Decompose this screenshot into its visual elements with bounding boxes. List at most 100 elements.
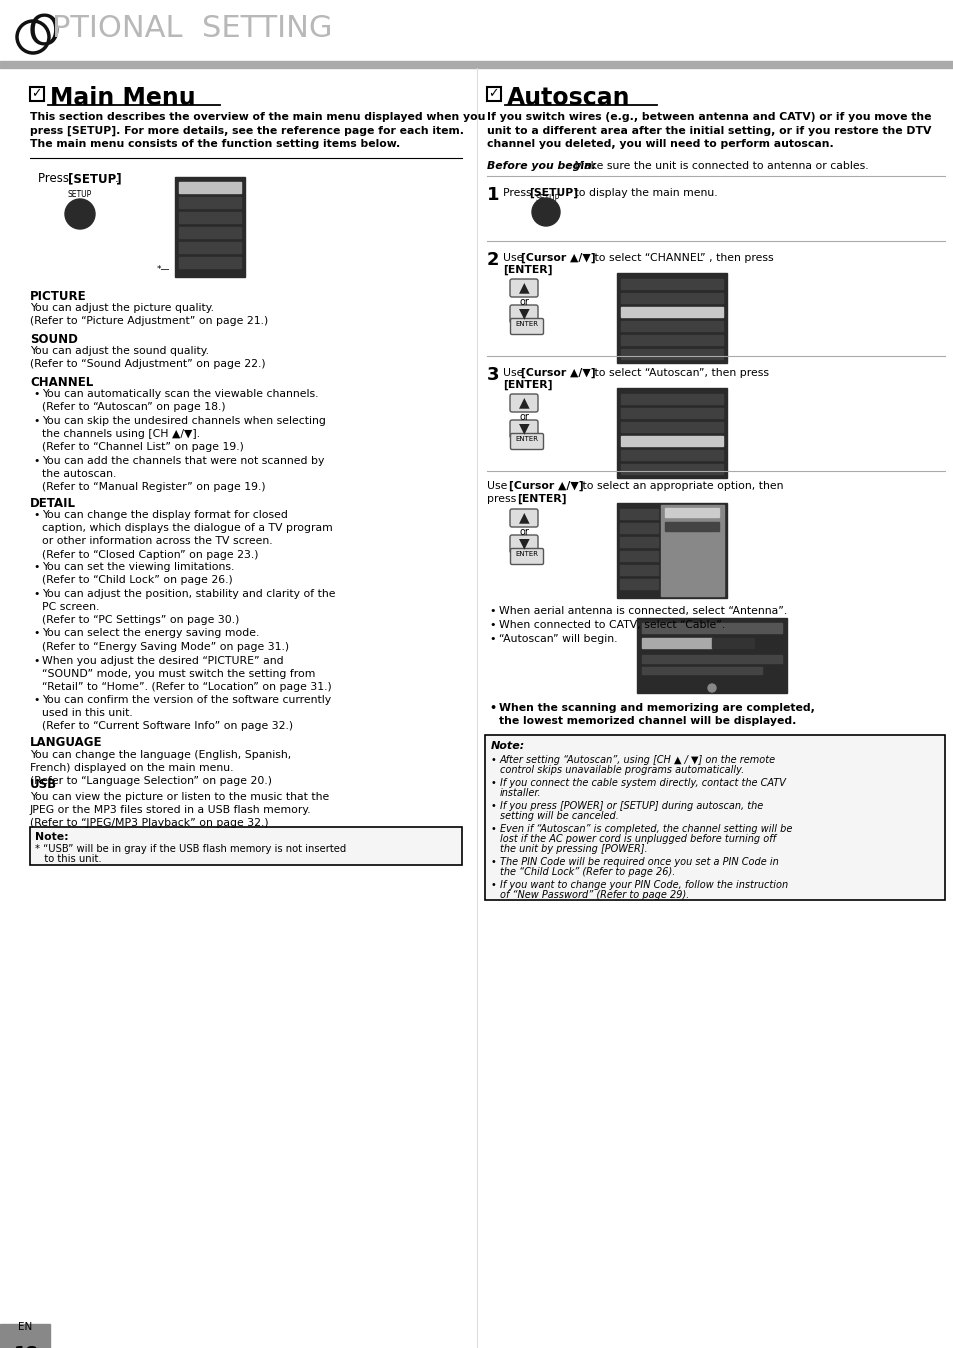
Text: If you want to change your PIN Code, follow the instruction: If you want to change your PIN Code, fol… xyxy=(499,880,787,890)
Text: When connected to CATV, select “Cable”.: When connected to CATV, select “Cable”. xyxy=(498,620,724,630)
Bar xyxy=(620,464,722,474)
Text: •: • xyxy=(491,778,497,789)
Text: ENTER: ENTER xyxy=(515,321,537,328)
Text: When you adjust the desired “PICTURE” and
“SOUND” mode, you must switch the sett: When you adjust the desired “PICTURE” an… xyxy=(42,655,332,692)
Text: 3: 3 xyxy=(486,367,499,384)
Bar xyxy=(617,503,726,599)
Bar xyxy=(619,551,658,561)
Text: of “New Password” (Refer to page 29).: of “New Password” (Refer to page 29). xyxy=(499,890,689,900)
Text: You can confirm the version of the software currently
used in this unit.
(Refer : You can confirm the version of the softw… xyxy=(42,696,331,732)
Circle shape xyxy=(707,683,716,692)
Bar xyxy=(660,506,723,596)
Text: [ENTER]: [ENTER] xyxy=(517,493,566,504)
FancyBboxPatch shape xyxy=(510,535,537,553)
Bar xyxy=(637,617,786,693)
Bar xyxy=(0,61,953,67)
Text: PICTURE: PICTURE xyxy=(30,290,87,303)
Text: ▼: ▼ xyxy=(518,537,529,550)
Text: •: • xyxy=(33,628,39,639)
Text: •: • xyxy=(33,589,39,599)
Text: [Cursor ▲/▼]: [Cursor ▲/▼] xyxy=(509,481,583,491)
Text: DETAIL: DETAIL xyxy=(30,497,76,510)
Text: to select “Autoscan”, then press: to select “Autoscan”, then press xyxy=(590,368,768,377)
Text: “Autoscan” will begin.: “Autoscan” will begin. xyxy=(498,634,617,644)
Bar xyxy=(179,212,241,222)
Text: Press: Press xyxy=(502,187,535,198)
Bar xyxy=(619,523,658,532)
Bar xyxy=(617,274,726,363)
Bar xyxy=(619,565,658,576)
Bar xyxy=(484,735,944,900)
Text: ▲: ▲ xyxy=(518,280,529,294)
Text: the lowest memorized channel will be displayed.: the lowest memorized channel will be dis… xyxy=(498,716,796,727)
Text: SETUP: SETUP xyxy=(536,194,559,204)
Text: ▲: ▲ xyxy=(518,510,529,524)
Text: If you switch wires (e.g., between antenna and CATV) or if you move the
unit to : If you switch wires (e.g., between anten… xyxy=(486,112,930,150)
Text: 1: 1 xyxy=(486,186,499,204)
Bar xyxy=(620,279,722,288)
Text: •: • xyxy=(491,755,497,766)
Text: [Cursor ▲/▼]: [Cursor ▲/▼] xyxy=(520,368,595,379)
Text: When aerial antenna is connected, select “Antenna”.: When aerial antenna is connected, select… xyxy=(498,607,786,616)
Bar xyxy=(620,408,722,418)
Text: •: • xyxy=(33,696,39,705)
Text: 2: 2 xyxy=(486,251,499,270)
Text: installer.: installer. xyxy=(499,789,541,798)
Text: to select “CHANNEL” , then press: to select “CHANNEL” , then press xyxy=(590,253,773,263)
Bar xyxy=(711,638,753,648)
Text: or: or xyxy=(518,412,528,422)
Text: When the scanning and memorizing are completed,: When the scanning and memorizing are com… xyxy=(498,704,814,713)
FancyBboxPatch shape xyxy=(510,510,537,527)
Text: ▼: ▼ xyxy=(518,421,529,435)
Text: .: . xyxy=(543,266,547,275)
Text: PTIONAL  SETTING: PTIONAL SETTING xyxy=(52,13,333,43)
Bar xyxy=(664,508,719,518)
Bar xyxy=(619,537,658,547)
Text: ✓: ✓ xyxy=(488,88,498,100)
Bar xyxy=(179,182,241,193)
Text: •: • xyxy=(33,390,39,399)
Bar xyxy=(179,197,241,208)
Bar xyxy=(620,394,722,404)
Text: Make sure the unit is connected to antenna or cables.: Make sure the unit is connected to anten… xyxy=(571,160,868,171)
Bar xyxy=(620,336,722,345)
Text: or: or xyxy=(518,527,528,537)
Text: Use: Use xyxy=(486,481,511,491)
FancyBboxPatch shape xyxy=(510,434,543,449)
FancyBboxPatch shape xyxy=(510,421,537,438)
Text: You can view the picture or listen to the music that the
JPEG or the MP3 files s: You can view the picture or listen to th… xyxy=(30,791,329,828)
Text: *—: *— xyxy=(157,264,171,274)
Text: •: • xyxy=(33,510,39,520)
Text: [SETUP]: [SETUP] xyxy=(529,187,578,198)
Text: the unit by pressing [POWER].: the unit by pressing [POWER]. xyxy=(499,844,647,855)
Circle shape xyxy=(532,198,559,226)
FancyBboxPatch shape xyxy=(510,549,543,565)
Text: * “USB” will be in gray if the USB flash memory is not inserted: * “USB” will be in gray if the USB flash… xyxy=(35,844,346,853)
Text: .: . xyxy=(543,380,547,390)
Circle shape xyxy=(65,200,95,229)
Text: You can select the energy saving mode.
(Refer to “Energy Saving Mode” on page 31: You can select the energy saving mode. (… xyxy=(42,628,289,651)
Text: [ENTER]: [ENTER] xyxy=(502,380,552,391)
Text: You can set the viewing limitations.
(Refer to “Child Lock” on page 26.): You can set the viewing limitations. (Re… xyxy=(42,562,234,585)
Bar xyxy=(641,667,761,674)
Text: •: • xyxy=(489,704,496,713)
Text: ✓: ✓ xyxy=(30,88,42,100)
Bar xyxy=(620,307,722,317)
Text: This section describes the overview of the main menu displayed when you
press [S: This section describes the overview of t… xyxy=(30,112,485,150)
Text: You can adjust the position, stability and clarity of the
PC screen.
(Refer to “: You can adjust the position, stability a… xyxy=(42,589,335,625)
Text: Use: Use xyxy=(502,368,526,377)
Text: [SETUP]: [SETUP] xyxy=(68,173,121,185)
Text: Press: Press xyxy=(38,173,72,185)
Bar xyxy=(620,293,722,303)
Text: Main Menu: Main Menu xyxy=(50,86,195,111)
Text: ENTER: ENTER xyxy=(515,435,537,442)
Text: to this unit.: to this unit. xyxy=(35,855,102,864)
Text: to select an appropriate option, then: to select an appropriate option, then xyxy=(578,481,782,491)
Text: Note:: Note: xyxy=(35,832,69,841)
Bar xyxy=(174,177,245,276)
Bar xyxy=(179,226,241,239)
Text: If you press [POWER] or [SETUP] during autoscan, the: If you press [POWER] or [SETUP] during a… xyxy=(499,801,762,811)
Text: Use: Use xyxy=(502,253,526,263)
Bar xyxy=(486,88,500,101)
Text: You can skip the undesired channels when selecting
the channels using [CH ▲/▼].
: You can skip the undesired channels when… xyxy=(42,417,326,453)
